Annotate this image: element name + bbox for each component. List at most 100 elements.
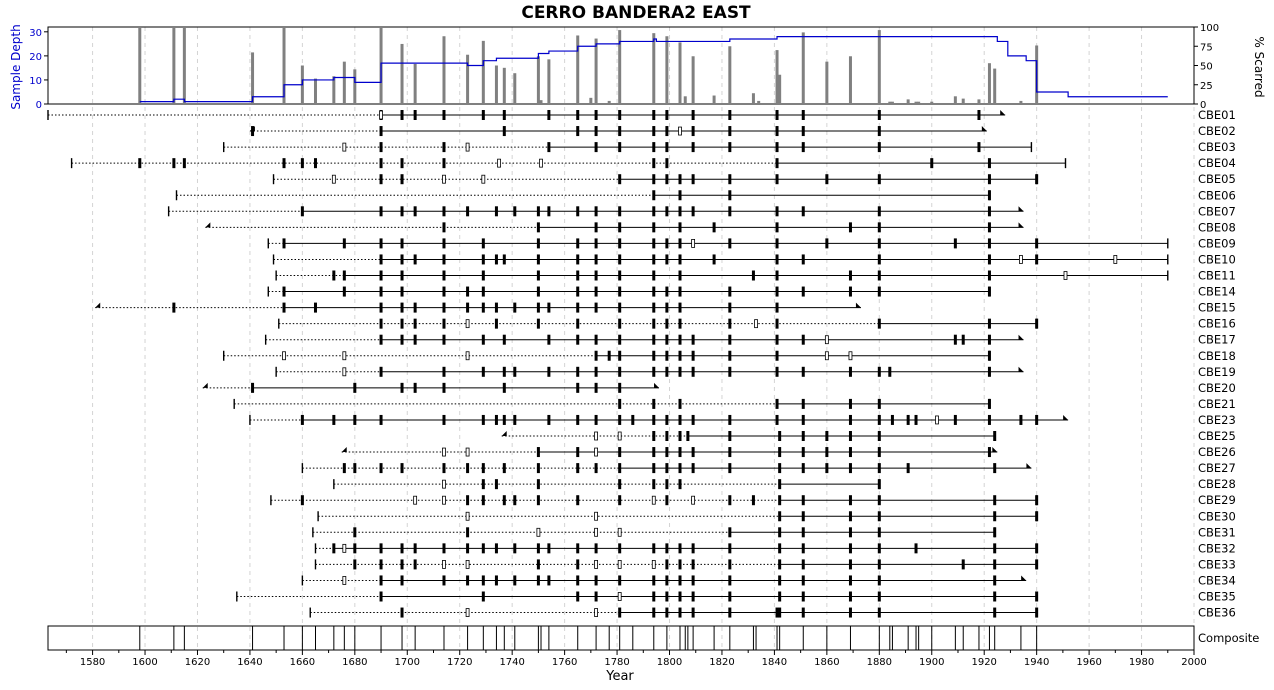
percent-scarred-bar xyxy=(138,27,142,104)
fire-scar-mark xyxy=(594,302,598,313)
inner-ring-mark xyxy=(202,382,208,388)
injury-mark xyxy=(465,560,470,569)
fire-scar-mark xyxy=(678,334,682,345)
fire-scar-mark xyxy=(618,174,622,185)
fire-scar-mark xyxy=(576,382,580,393)
fire-scar-mark xyxy=(1019,414,1023,425)
percent-scarred-bar xyxy=(877,30,881,104)
fire-scar-mark xyxy=(665,543,669,554)
fire-scar-mark xyxy=(513,302,517,313)
fire-scar-mark xyxy=(652,190,656,201)
fire-scar-mark xyxy=(607,350,611,361)
percent-scarred-bar xyxy=(536,56,540,104)
fire-scar-mark xyxy=(691,575,695,586)
fire-scar-mark xyxy=(576,110,580,120)
injury-mark xyxy=(1063,271,1068,280)
fire-scar-mark xyxy=(466,543,470,554)
fire-scar-mark xyxy=(751,495,755,506)
injury-mark xyxy=(442,560,446,569)
fire-scar-mark xyxy=(678,575,682,586)
series-row: CBE06 xyxy=(175,188,1236,202)
series-label: CBE08 xyxy=(1198,220,1236,234)
fire-scar-mark xyxy=(665,286,669,297)
fire-scar-mark xyxy=(400,382,404,393)
fire-scar-mark xyxy=(1035,238,1039,249)
percent-scarred-bar xyxy=(917,101,921,104)
percent-scarred-bar xyxy=(353,69,357,104)
fire-scar-mark xyxy=(652,222,656,233)
fire-scar-mark xyxy=(665,479,669,490)
fire-scar-mark xyxy=(775,334,779,345)
bark-mark xyxy=(1026,463,1032,469)
percent-scarred-bar xyxy=(594,38,598,104)
fire-scar-mark xyxy=(494,302,498,313)
fire-scar-mark xyxy=(400,318,404,329)
fire-scar-mark xyxy=(547,334,551,345)
fire-scar-mark xyxy=(172,302,176,313)
percent-scarred-bar xyxy=(539,100,543,104)
fire-scar-mark xyxy=(502,254,506,265)
fire-scar-mark xyxy=(993,543,997,554)
fire-scar-mark xyxy=(576,543,580,554)
fire-scar-mark xyxy=(481,591,485,602)
fire-scar-mark xyxy=(712,222,716,233)
bark-mark xyxy=(992,447,998,453)
percent-scarred-bar xyxy=(576,35,580,104)
fire-scar-mark xyxy=(413,559,417,570)
fire-scar-mark xyxy=(332,270,336,281)
y-right-tick-label: 100 xyxy=(1200,23,1219,34)
fire-scar-mark xyxy=(993,559,997,570)
series-row: CBE26 xyxy=(341,445,1236,459)
injury-mark xyxy=(282,351,286,361)
fire-scar-mark xyxy=(494,414,498,425)
fire-scar-mark xyxy=(400,543,404,554)
series-label: CBE32 xyxy=(1198,541,1236,555)
fire-scar-mark xyxy=(513,366,517,377)
fire-scar-mark xyxy=(825,238,829,249)
percent-scarred-bar xyxy=(466,54,470,104)
fire-scar-mark xyxy=(379,286,383,297)
fire-scar-mark xyxy=(888,366,892,377)
inner-ring-mark xyxy=(205,222,211,228)
percent-scarred-bar xyxy=(683,96,687,104)
fire-scar-mark xyxy=(691,559,695,570)
fire-scar-mark xyxy=(494,206,498,217)
series-row: CBE15 xyxy=(95,301,1236,315)
series-label: CBE30 xyxy=(1198,509,1236,523)
fire-scar-mark xyxy=(691,350,695,361)
fire-scar-mark xyxy=(877,254,881,265)
fire-scar-mark xyxy=(993,495,997,506)
series-label: CBE01 xyxy=(1198,108,1236,122)
fire-scar-mark xyxy=(801,398,805,409)
x-tick-label: 1900 xyxy=(919,657,944,668)
fire-scar-mark xyxy=(728,607,732,618)
series-row: CBE01 xyxy=(47,108,1236,122)
fire-scar-mark xyxy=(778,543,782,554)
fire-scar-mark xyxy=(775,174,779,185)
series-label: CBE36 xyxy=(1198,606,1236,620)
fire-scar-mark xyxy=(282,238,286,249)
fire-scar-mark xyxy=(775,222,779,233)
fire-scar-mark xyxy=(631,414,635,425)
fire-scar-mark xyxy=(536,447,540,458)
fire-scar-mark xyxy=(665,238,669,249)
fire-scar-mark xyxy=(442,270,446,281)
fire-scar-mark xyxy=(728,206,732,217)
fire-scar-mark xyxy=(728,559,732,570)
fire-scar-mark xyxy=(665,559,669,570)
fire-scar-mark xyxy=(678,591,682,602)
injury-mark xyxy=(617,560,622,569)
fire-scar-mark xyxy=(547,302,551,313)
fire-scar-mark xyxy=(576,414,580,425)
percent-scarred-bar xyxy=(678,42,682,104)
injury-mark xyxy=(442,479,446,489)
fire-scar-mark xyxy=(686,431,690,441)
x-tick-label: 1880 xyxy=(867,657,892,668)
fire-scar-mark xyxy=(691,591,695,602)
series-label: CBE28 xyxy=(1198,477,1236,491)
fire-scar-mark xyxy=(379,206,383,217)
fire-scar-mark xyxy=(594,366,598,377)
fire-scar-mark xyxy=(379,543,383,554)
injury-mark xyxy=(691,495,696,505)
series-row: CBE21 xyxy=(233,397,1236,411)
